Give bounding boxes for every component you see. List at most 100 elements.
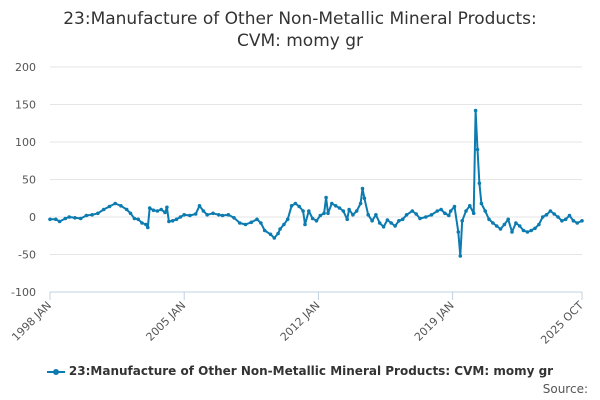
data-point [439,207,443,212]
data-point [521,228,526,233]
data-point [498,227,503,231]
data-point [243,222,248,227]
data-point [362,196,367,201]
data-point [178,215,183,219]
data-point [548,209,553,213]
data-point [140,221,144,225]
data-point [73,216,77,220]
data-point [205,213,209,217]
data-point [540,215,545,219]
data-point [580,219,584,223]
data-point [358,201,363,206]
y-tick-label: 100 [15,136,36,149]
data-point [182,213,186,217]
data-point [410,209,415,213]
x-tick-label: 2025 OCT [538,299,586,347]
data-point [491,221,495,225]
data-point [525,230,530,234]
data-point [211,211,215,216]
data-point [220,213,225,218]
series-line [49,109,583,257]
data-point [404,213,409,217]
data-point [563,217,568,222]
data-point [163,210,167,215]
data-point [151,208,156,213]
data-point [216,213,221,217]
chart-title-line-2: CVM: momy gr [236,31,364,51]
data-point [232,216,236,220]
data-point [307,209,311,213]
data-point [567,213,572,218]
data-point [268,232,273,237]
data-point [571,219,576,223]
data-point [435,209,440,213]
legend[interactable]: 23:Manufacture of Other Non-Metallic Min… [0,364,600,378]
data-point [201,209,206,213]
data-point [285,217,290,222]
data-point [341,209,346,213]
data-point [400,217,405,222]
data-point [468,204,472,208]
axes: -100 -50 0 50 100 150 200 1998 JAN 2005 JAN 2012 … [9,61,586,347]
gridlines [50,66,582,293]
data-point [238,221,242,225]
data-point [510,230,514,234]
data-point [360,186,365,191]
data-point [537,222,541,227]
data-point [552,212,556,216]
data-point [197,204,202,208]
data-point [475,147,480,152]
chart-title: 23:Manufacture of Other Non-Metallic Min… [0,8,600,52]
data-point [318,213,323,218]
data-point [136,217,140,222]
data-point [249,220,254,225]
x-tick-label: 2019 JAN [412,299,457,344]
data-point [297,204,302,209]
data-point [487,217,491,222]
data-point [326,211,330,216]
data-point [322,211,326,216]
data-point [424,215,428,219]
data-point [174,217,179,222]
data-point [113,201,117,206]
data-point [333,204,338,208]
data-point [337,206,342,210]
data-point [67,215,71,219]
legend-series-symbol [46,367,65,377]
data-point [517,224,522,228]
data-point [159,207,163,212]
x-tick-label: 2005 JAN [144,299,189,344]
data-point [447,213,451,218]
data-point [464,209,468,213]
data-point [448,209,453,213]
y-tick-label: 0 [29,211,36,224]
data-point [483,209,488,213]
data-point [366,213,371,217]
data-point [556,215,560,219]
x-tick-label: 2012 JAN [278,299,323,344]
data-point [460,219,465,223]
data-point [272,236,277,240]
chart-title-line-1: 23:Manufacture of Other Non-Metallic Min… [63,9,537,29]
data-point [381,225,386,229]
data-point [289,204,294,208]
data-point [529,228,533,233]
data-point [226,213,231,217]
data-point [54,217,58,222]
data-point [96,211,100,216]
data-point [314,219,319,223]
data-point [377,221,382,225]
data-point [345,217,350,222]
data-point [155,209,160,213]
data-point [63,216,68,221]
data-point [278,227,282,231]
data-point [310,216,315,221]
y-tick-label: -50 [18,249,36,262]
data-point [107,204,112,209]
data-point [84,213,89,218]
data-point [385,218,390,222]
data-point [78,216,83,221]
data-point [146,225,150,230]
data-point [477,181,482,186]
data-point [473,108,478,113]
